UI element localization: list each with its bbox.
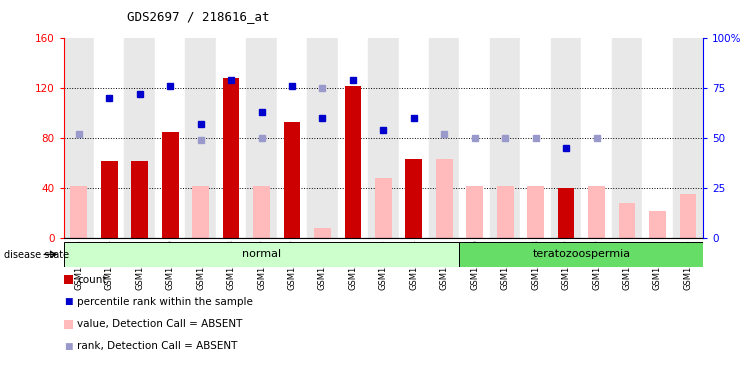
- Bar: [588, 186, 605, 238]
- Bar: [162, 132, 179, 238]
- Text: disease state: disease state: [4, 250, 69, 260]
- Bar: [619, 203, 635, 238]
- Bar: [70, 186, 88, 238]
- Bar: [155, 38, 186, 238]
- Bar: [551, 38, 581, 238]
- Bar: [314, 228, 331, 238]
- Text: ■: ■: [64, 342, 73, 351]
- Bar: [466, 186, 483, 238]
- Bar: [337, 38, 368, 238]
- Bar: [94, 38, 124, 238]
- Bar: [192, 186, 209, 238]
- Bar: [679, 194, 696, 238]
- Bar: [375, 178, 392, 238]
- Bar: [612, 38, 643, 238]
- Bar: [490, 38, 521, 238]
- Bar: [521, 38, 551, 238]
- Bar: [368, 38, 399, 238]
- Bar: [672, 38, 703, 238]
- Bar: [307, 38, 337, 238]
- Bar: [429, 38, 459, 238]
- Bar: [101, 161, 117, 238]
- Bar: [64, 242, 459, 267]
- Bar: [132, 161, 148, 238]
- Bar: [277, 38, 307, 238]
- Bar: [459, 38, 490, 238]
- Text: percentile rank within the sample: percentile rank within the sample: [77, 297, 253, 307]
- Bar: [459, 242, 703, 267]
- Bar: [649, 210, 666, 238]
- Bar: [246, 38, 277, 238]
- Bar: [558, 188, 574, 238]
- Text: count: count: [77, 275, 106, 285]
- Bar: [527, 186, 544, 238]
- Text: value, Detection Call = ABSENT: value, Detection Call = ABSENT: [77, 319, 242, 329]
- Text: ■: ■: [64, 297, 73, 306]
- Text: teratozoospermia: teratozoospermia: [533, 249, 631, 260]
- Bar: [405, 159, 422, 238]
- Bar: [497, 186, 514, 238]
- Bar: [124, 38, 155, 238]
- Bar: [345, 86, 361, 238]
- Text: rank, Detection Call = ABSENT: rank, Detection Call = ABSENT: [77, 341, 237, 351]
- Bar: [64, 38, 94, 238]
- Text: normal: normal: [242, 249, 281, 260]
- Bar: [216, 38, 246, 238]
- Bar: [186, 38, 216, 238]
- Bar: [436, 159, 453, 238]
- Bar: [223, 78, 239, 238]
- Text: GDS2697 / 218616_at: GDS2697 / 218616_at: [127, 10, 270, 23]
- Bar: [283, 122, 301, 238]
- Bar: [581, 38, 612, 238]
- Bar: [253, 186, 270, 238]
- Bar: [399, 38, 429, 238]
- Bar: [643, 38, 672, 238]
